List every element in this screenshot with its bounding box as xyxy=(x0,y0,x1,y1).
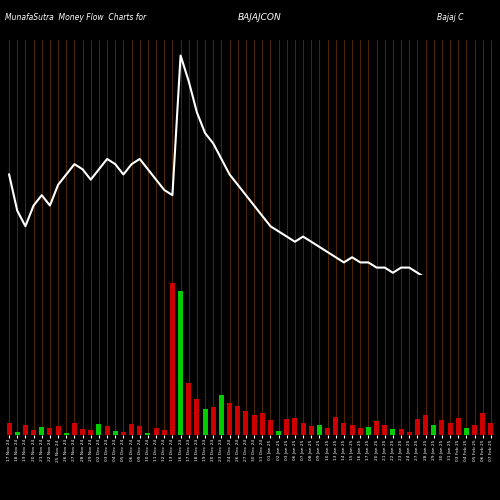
Bar xyxy=(236,406,240,435)
Bar xyxy=(276,431,281,435)
Bar xyxy=(211,407,216,435)
Bar xyxy=(374,421,379,435)
Bar xyxy=(488,423,494,435)
Bar xyxy=(472,425,477,435)
Bar xyxy=(342,423,346,435)
Bar xyxy=(202,409,207,435)
Text: BAJAJCON: BAJAJCON xyxy=(238,12,282,22)
Bar xyxy=(423,415,428,435)
Bar xyxy=(80,430,85,435)
Bar xyxy=(440,420,444,435)
Bar xyxy=(390,430,396,435)
Bar xyxy=(72,423,77,435)
Bar xyxy=(407,432,412,435)
Bar xyxy=(64,432,68,435)
Bar xyxy=(48,428,52,435)
Bar xyxy=(178,290,183,435)
Bar xyxy=(138,426,142,435)
Bar xyxy=(170,282,175,435)
Bar xyxy=(358,428,362,435)
Bar xyxy=(268,420,273,435)
Bar xyxy=(480,413,485,435)
Bar xyxy=(382,425,387,435)
Bar xyxy=(162,430,166,435)
Bar xyxy=(194,399,200,435)
Bar xyxy=(113,431,117,435)
Bar xyxy=(309,426,314,435)
Bar xyxy=(252,415,256,435)
Bar xyxy=(415,419,420,435)
Bar xyxy=(23,425,28,435)
Bar xyxy=(219,395,224,435)
Bar xyxy=(260,413,264,435)
Bar xyxy=(129,424,134,435)
Bar xyxy=(464,428,469,435)
Bar xyxy=(244,411,248,435)
Bar xyxy=(432,425,436,435)
Bar xyxy=(6,423,12,435)
Bar xyxy=(300,423,306,435)
Bar xyxy=(456,418,460,435)
Bar xyxy=(227,403,232,435)
Bar xyxy=(146,432,150,435)
Bar xyxy=(186,383,191,435)
Bar xyxy=(325,428,330,435)
Bar xyxy=(88,430,93,435)
Bar xyxy=(334,417,338,435)
Bar xyxy=(317,425,322,435)
Bar xyxy=(15,432,20,435)
Bar xyxy=(284,419,289,435)
Bar xyxy=(121,432,126,435)
Bar xyxy=(31,430,36,435)
Bar xyxy=(448,423,452,435)
Bar xyxy=(154,428,158,435)
Bar xyxy=(104,426,110,435)
Bar xyxy=(292,418,298,435)
Text: MunafaSutra  Money Flow  Charts for: MunafaSutra Money Flow Charts for xyxy=(5,12,146,22)
Bar xyxy=(96,424,102,435)
Bar xyxy=(366,427,371,435)
Bar xyxy=(56,426,60,435)
Bar xyxy=(350,425,354,435)
Bar xyxy=(40,427,44,435)
Text: Bajaj C: Bajaj C xyxy=(437,12,463,22)
Bar xyxy=(398,429,404,435)
